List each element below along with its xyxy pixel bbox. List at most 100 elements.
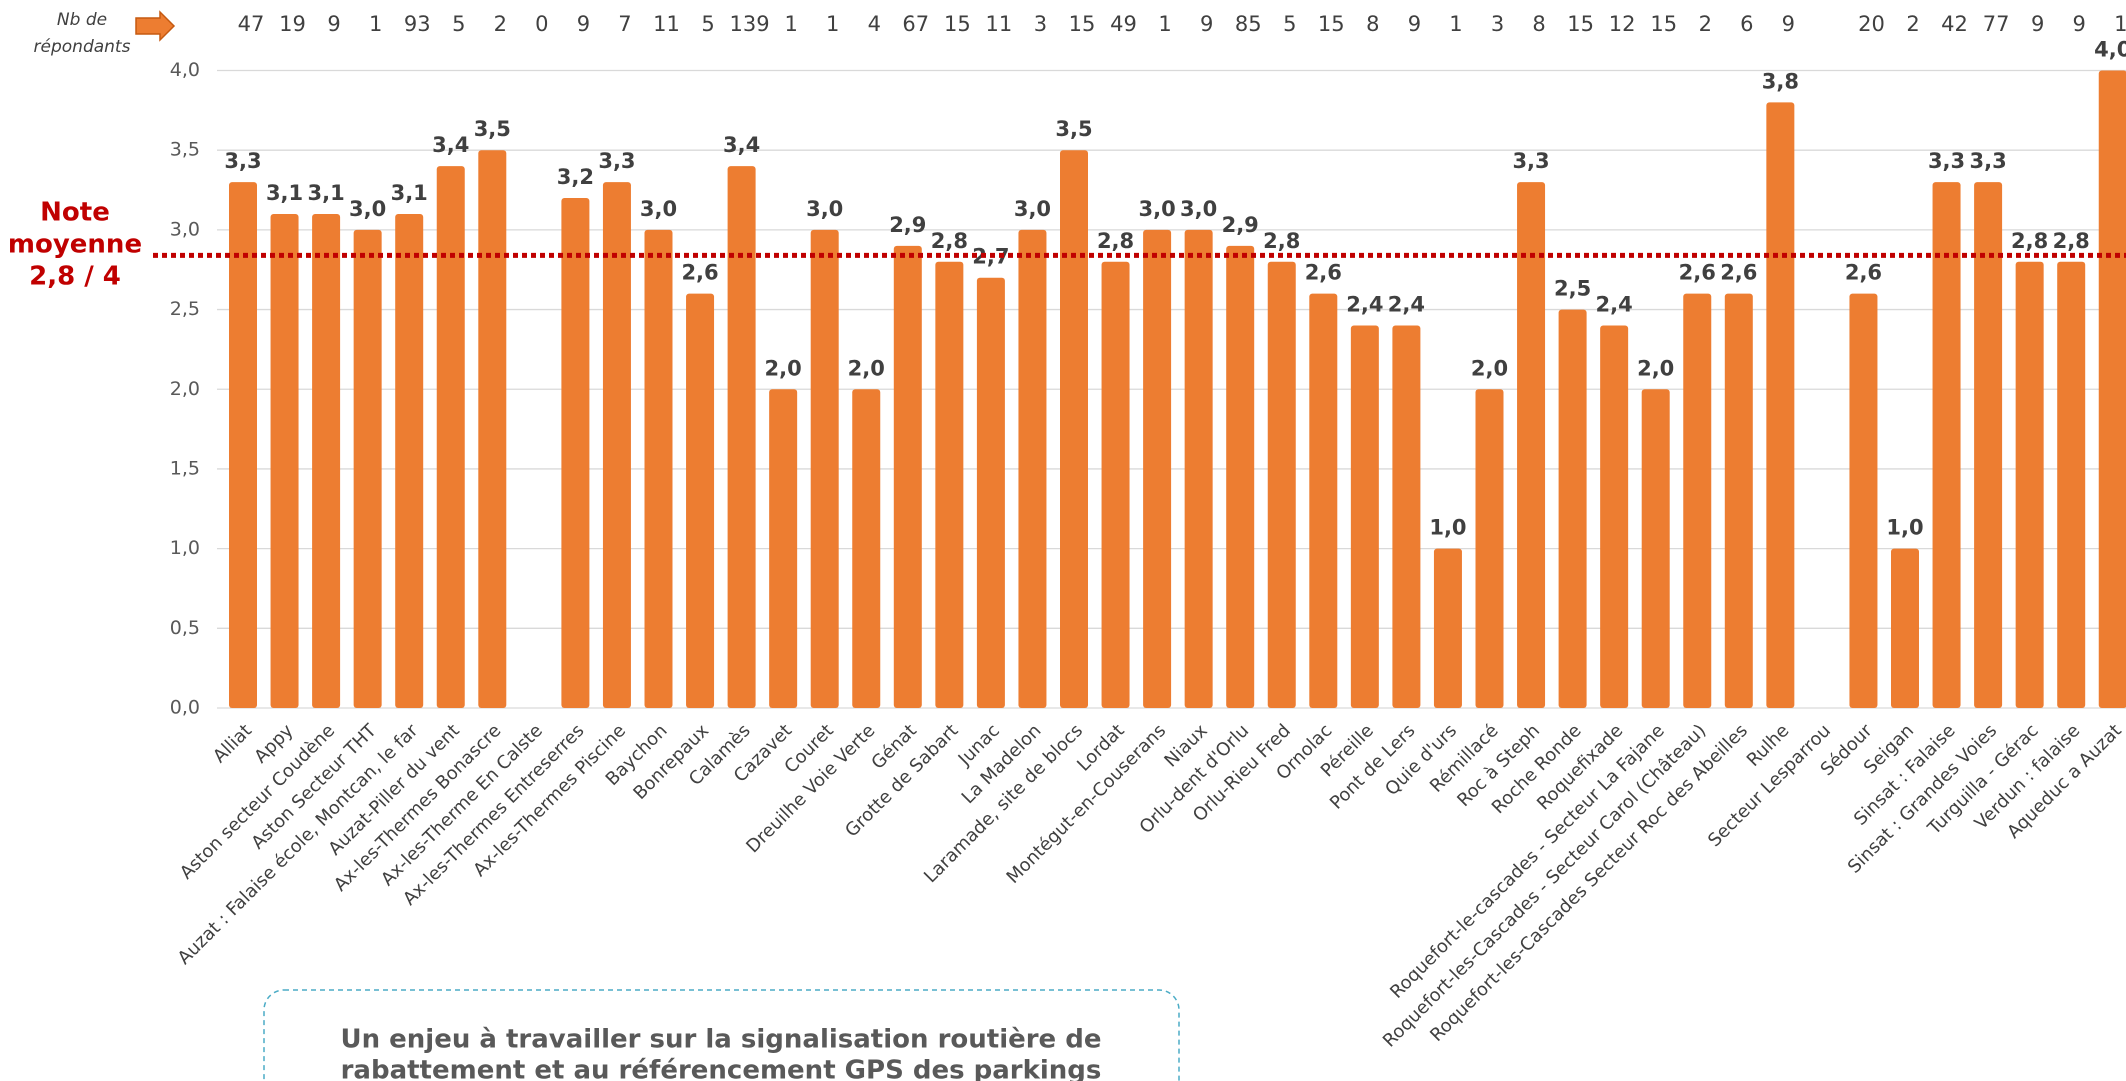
value-label: 3,1 xyxy=(391,181,428,205)
respondent-count: 1 xyxy=(1449,12,1462,36)
bar xyxy=(229,182,257,708)
value-label: 1,0 xyxy=(1429,516,1466,540)
value-label: 2,8 xyxy=(1097,229,1134,253)
respondent-count: 5 xyxy=(452,12,465,36)
value-label: 2,0 xyxy=(1471,356,1508,380)
value-label: 2,6 xyxy=(1679,261,1716,285)
value-label: 3,3 xyxy=(224,149,261,173)
respondent-count: 5 xyxy=(701,12,714,36)
y-tick-label: 3,0 xyxy=(170,218,200,240)
value-label: 3,0 xyxy=(806,197,843,221)
respondent-count: 9 xyxy=(1408,12,1421,36)
bar xyxy=(1309,293,1338,708)
bar xyxy=(1517,182,1546,708)
respondent-count: 1 xyxy=(369,12,382,36)
respondent-count: 85 xyxy=(1235,12,1262,36)
bar xyxy=(644,229,673,708)
value-label: 2,4 xyxy=(1596,293,1633,317)
respondent-count: 11 xyxy=(986,12,1013,36)
respondents-label: Nb de xyxy=(57,10,107,30)
value-label: 2,8 xyxy=(2053,229,2090,253)
average-label: 2,8 / 4 xyxy=(29,262,121,292)
value-label: 2,0 xyxy=(765,356,802,380)
bar xyxy=(395,213,424,708)
respondent-count: 5 xyxy=(1283,12,1296,36)
respondent-count: 15 xyxy=(1069,12,1096,36)
bar xyxy=(1683,293,1712,708)
respondent-count: 67 xyxy=(902,12,929,36)
respondent-count: 49 xyxy=(1110,12,1137,36)
value-label: 2,9 xyxy=(1222,213,1259,237)
respondent-count: 2 xyxy=(494,12,507,36)
value-label: 2,8 xyxy=(2011,229,2048,253)
arrow xyxy=(135,10,176,42)
respondent-count: 139 xyxy=(730,12,770,36)
bar xyxy=(1433,548,1462,708)
respondent-count: 1 xyxy=(826,12,839,36)
bar xyxy=(976,277,1005,708)
respondent-count: 1 xyxy=(784,12,797,36)
bar xyxy=(1766,102,1795,708)
value-label: 3,5 xyxy=(474,117,511,141)
respondent-count: 6 xyxy=(1740,12,1753,36)
average-label: moyenne xyxy=(8,230,142,260)
bar xyxy=(1600,325,1629,708)
annotation-box xyxy=(263,989,1180,1081)
value-label: 4,0 xyxy=(2094,38,2126,62)
respondent-count: 4 xyxy=(868,12,881,36)
value-label: 2,6 xyxy=(1305,261,1342,285)
bar xyxy=(1350,325,1379,708)
value-label: 3,3 xyxy=(1928,149,1965,173)
bar xyxy=(1018,229,1047,708)
value-label: 2,9 xyxy=(889,213,926,237)
value-label: 3,3 xyxy=(1512,149,1549,173)
respondents-label: répondants xyxy=(34,37,131,57)
value-label: 3,1 xyxy=(266,181,303,205)
x-tick-label: Alliat xyxy=(209,720,256,767)
value-label: 3,3 xyxy=(598,149,635,173)
value-label: 1,0 xyxy=(1886,516,1923,540)
bar xyxy=(1974,182,2003,708)
value-label: 2,4 xyxy=(1388,293,1425,317)
bar xyxy=(1267,261,1296,708)
bar xyxy=(810,229,839,708)
y-tick-label: 2,0 xyxy=(170,378,200,400)
respondent-count: 15 xyxy=(1318,12,1345,36)
bar xyxy=(1849,293,1878,708)
value-label: 3,3 xyxy=(1969,149,2006,173)
bar xyxy=(561,198,590,708)
respondent-count: 19 xyxy=(279,12,306,36)
respondent-count: 7 xyxy=(618,12,631,36)
bar xyxy=(1184,229,1213,708)
respondent-count: 47 xyxy=(238,12,265,36)
value-label: 3,0 xyxy=(1180,197,1217,221)
value-label: 3,0 xyxy=(349,197,386,221)
bar xyxy=(686,293,715,708)
y-tick-label: 1,0 xyxy=(170,537,200,559)
bar xyxy=(727,166,756,708)
respondent-count: 2 xyxy=(1906,12,1919,36)
respondent-count: 3 xyxy=(1034,12,1047,36)
bar xyxy=(1226,245,1255,708)
value-label: 2,8 xyxy=(1263,229,1300,253)
average-label: Note xyxy=(40,198,110,228)
bar xyxy=(852,389,881,708)
bar xyxy=(935,261,964,708)
value-label: 3,4 xyxy=(723,133,760,157)
value-label: 2,6 xyxy=(1845,261,1882,285)
value-label: 3,0 xyxy=(1014,197,1051,221)
bar xyxy=(270,213,299,708)
respondent-count: 9 xyxy=(2073,12,2086,36)
respondent-count: 9 xyxy=(327,12,340,36)
respondent-count: 2 xyxy=(1699,12,1712,36)
value-label: 3,1 xyxy=(307,181,344,205)
respondent-count: 12 xyxy=(1609,12,1636,36)
y-tick-label: 3,5 xyxy=(170,139,200,161)
y-tick-label: 0,5 xyxy=(170,617,200,639)
respondent-count: 11 xyxy=(653,12,680,36)
bar xyxy=(1558,309,1587,708)
bar xyxy=(1932,182,1961,708)
y-tick-label: 2,5 xyxy=(170,298,200,320)
y-tick-label: 4,0 xyxy=(170,59,200,81)
